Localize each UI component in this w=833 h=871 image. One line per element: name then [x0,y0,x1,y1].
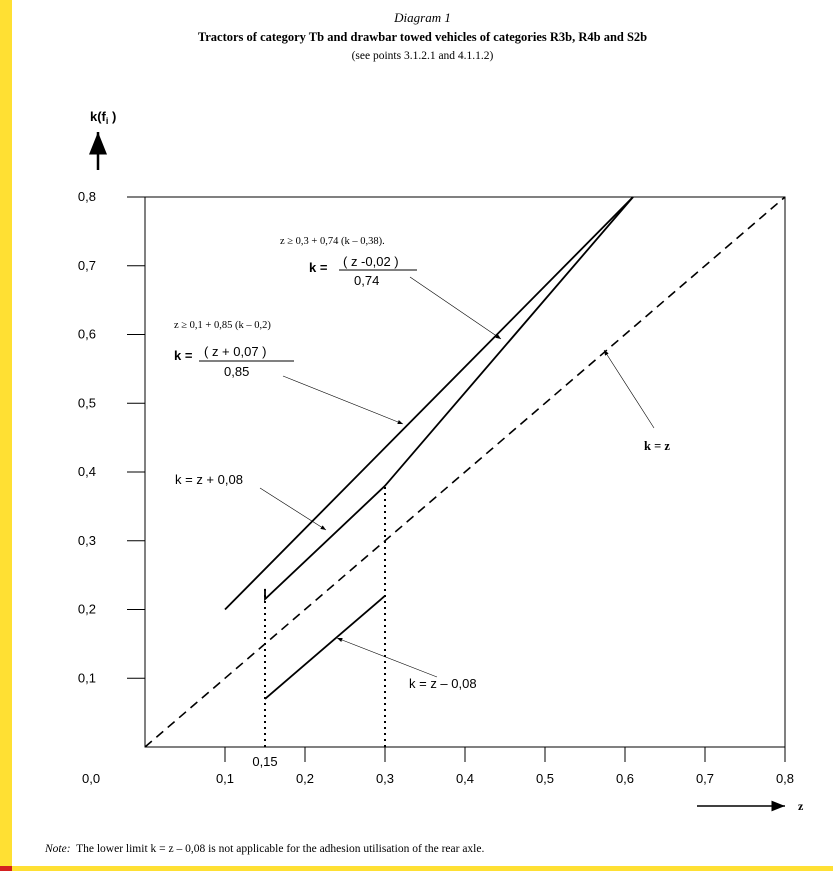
annotation-condition-2: z ≥ 0,1 + 0,85 (k – 0,2) [174,320,271,331]
leader-arrow-k-minus [336,637,438,678]
y-tick-label: 0,7 [78,258,96,273]
series-line-upper [224,196,634,611]
annotation-eq2-denominator: 0,85 [224,364,249,379]
y-tick-label: 0,5 [78,395,96,410]
annotation-k-equals-z: k = z [644,439,670,453]
leader-arrow-eq2 [282,375,404,425]
leader-arrow-eq1 [409,276,502,340]
x-axis-ticks: 0,1 0,2 0,3 0,4 0,5 0,6 0,7 0,8 0,0 0,15 [82,747,794,786]
footnote: Note: The lower limit k = z – 0,08 is no… [45,843,484,855]
annotation-eq1-lhs: k = [309,260,328,275]
leader-arrow-k-equals-z [603,349,655,429]
y-tick-label: 0,3 [78,533,96,548]
x-tick-label: 0,7 [696,771,714,786]
corner-red-mark [0,866,12,871]
document-page: Diagram 1 Tractors of category Tb and dr… [12,0,833,866]
note-label: Note: [45,843,71,855]
braking-diagram-chart: 0,1 0,2 0,3 0,4 0,5 0,6 0,7 0,8 0,1 0,2 0,3 0,4 0,5… [78,109,804,813]
annotation-eq1-denominator: 0,74 [354,273,379,288]
annotation-eq2-numerator: ( z + 0,07 ) [204,344,267,359]
diagram-subtitle: (see points 3.1.2.1 and 4.1.1.2) [351,50,494,62]
x-tick-label: 0,1 [216,771,234,786]
leader-arrow-k-plus [259,487,327,531]
x-tick-label: 0,5 [536,771,554,786]
y-tick-label: 0,6 [78,327,96,342]
diagram-title: Tractors of category Tb and drawbar towe… [197,30,648,44]
y-axis-label-close: ) [108,109,116,124]
y-tick-label: 0,4 [78,464,96,479]
y-tick-label: 0,1 [78,670,96,685]
x-tick-label: 0,2 [296,771,314,786]
note-text: The lower limit k = z – 0,08 is not appl… [76,843,485,855]
y-axis-label-main: k(f [90,109,107,124]
annotation-eq1-numerator: ( z -0,02 ) [343,254,399,269]
x-tick-label: 0,6 [616,771,634,786]
x-tick-label: 0,4 [456,771,474,786]
x-tick-label: 0,3 [376,771,394,786]
series-line-lower [264,595,386,700]
series-line-middle [264,196,634,602]
x-axis-label: z [798,799,804,813]
annotation-eq2-lhs: k = [174,348,193,363]
y-tick-label: 0,8 [78,189,96,204]
y-axis-label-subscript: i [106,116,109,126]
annotation-k-equals-z-minus: k = z – 0,08 [409,676,477,691]
x-tick-label-extra: 0,15 [252,754,277,769]
y-tick-label: 0,2 [78,602,96,617]
y-axis-label: k(fi ) [90,109,116,126]
annotation-condition-1: z ≥ 0,3 + 0,74 (k – 0,38). [280,236,385,247]
series-lines [144,196,786,748]
y-axis-ticks: 0,1 0,2 0,3 0,4 0,5 0,6 0,7 0,8 [78,189,145,685]
x-tick-label: 0,8 [776,771,794,786]
origin-label: 0,0 [82,771,100,786]
diagram-label: Diagram 1 [394,10,451,25]
series-line-diagonal [144,196,786,748]
annotation-k-equals-z-plus: k = z + 0,08 [175,472,243,487]
